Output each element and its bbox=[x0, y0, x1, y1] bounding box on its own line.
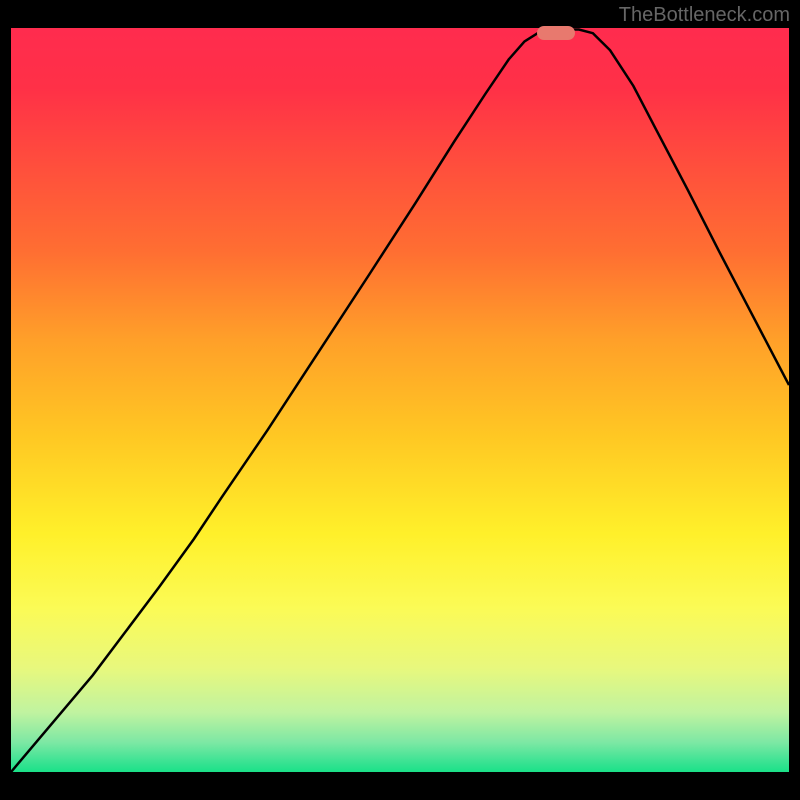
curve-overlay bbox=[11, 28, 789, 772]
watermark-text: TheBottleneck.com bbox=[619, 4, 790, 27]
bottleneck-curve bbox=[11, 30, 789, 773]
optimal-marker bbox=[537, 26, 575, 40]
bottleneck-chart bbox=[11, 28, 789, 772]
